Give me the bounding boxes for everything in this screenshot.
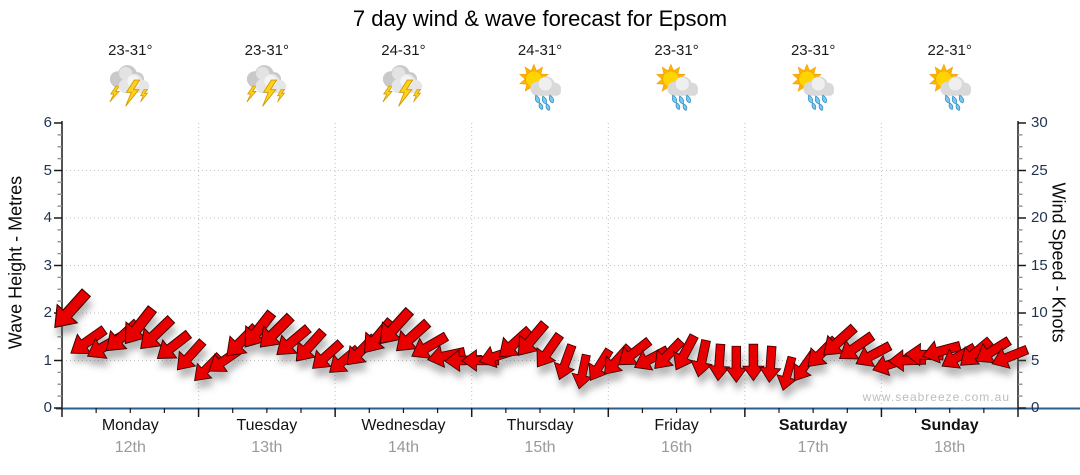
left-axis-title: Wave Height - Metres bbox=[5, 175, 26, 350]
day-temperature: 23-31° bbox=[108, 42, 153, 59]
wind-arrow bbox=[690, 338, 713, 378]
wind-arrow bbox=[536, 331, 565, 368]
watermark: www.seabreeze.com.au bbox=[862, 390, 1010, 404]
wind-arrow bbox=[741, 343, 765, 382]
wind-arrow bbox=[654, 337, 686, 370]
wind-arrow bbox=[921, 340, 962, 364]
day-temperature: 22-31° bbox=[927, 42, 972, 59]
wind-arrow bbox=[887, 349, 927, 373]
wind-arrow bbox=[991, 344, 1030, 369]
wind-arrow bbox=[707, 343, 731, 382]
day-name: Monday bbox=[101, 417, 159, 434]
day-date: 14th bbox=[387, 439, 419, 456]
wind-arrow bbox=[54, 288, 92, 329]
day-date: 18th bbox=[934, 439, 966, 456]
wind-arrow bbox=[960, 336, 994, 366]
right-axis-title: Wind Speed - Knots bbox=[1048, 182, 1069, 343]
right-tick-label: 20 bbox=[1031, 209, 1048, 226]
wind-arrow bbox=[295, 327, 327, 362]
day-name: Thursday bbox=[506, 417, 574, 434]
right-tick-label: 30 bbox=[1031, 114, 1048, 131]
left-tick-label: 0 bbox=[43, 399, 52, 416]
wind-arrow bbox=[140, 314, 176, 350]
left-tick-label: 6 bbox=[43, 114, 52, 131]
wind-arrow bbox=[156, 329, 193, 359]
day-date: 15th bbox=[524, 439, 556, 456]
wind-arrow bbox=[725, 345, 748, 384]
day-name: Tuesday bbox=[236, 417, 298, 434]
day-temperature: 23-31° bbox=[244, 42, 290, 59]
wind-arrow bbox=[838, 331, 876, 360]
wind-arrow bbox=[312, 339, 345, 369]
wind-arrow bbox=[855, 341, 893, 367]
right-tick-label: 25 bbox=[1031, 161, 1048, 179]
wind-arrow bbox=[553, 343, 577, 381]
day-temperature: 24-31° bbox=[517, 42, 563, 59]
wind-arrow bbox=[176, 338, 207, 371]
left-tick-label: 3 bbox=[43, 256, 52, 274]
wind-arrow bbox=[758, 345, 782, 384]
day-name: Friday bbox=[654, 417, 699, 434]
day-temperature: 24-31° bbox=[381, 42, 426, 59]
wind-arrow bbox=[276, 324, 312, 356]
right-tick-label: 15 bbox=[1031, 256, 1048, 274]
left-tick-label: 4 bbox=[43, 209, 52, 226]
right-tick-label: 5 bbox=[1031, 351, 1040, 369]
day-temperature: 23-31° bbox=[654, 42, 699, 59]
wind-arrows bbox=[54, 288, 1030, 391]
left-tick-label: 1 bbox=[43, 351, 52, 369]
day-date: 17th bbox=[797, 439, 829, 456]
day-name: Wednesday bbox=[361, 417, 446, 434]
day-temperature: 23-31° bbox=[790, 42, 836, 59]
day-date: 12th bbox=[114, 439, 146, 456]
day-date: 16th bbox=[660, 439, 693, 456]
day-date: 13th bbox=[251, 439, 283, 456]
axes bbox=[54, 121, 1080, 417]
left-tick-label: 5 bbox=[43, 161, 52, 179]
day-name: Saturday bbox=[778, 417, 848, 434]
right-tick-label: 0 bbox=[1031, 399, 1040, 416]
wind-arrow bbox=[426, 345, 466, 369]
left-tick-label: 2 bbox=[43, 304, 52, 321]
day-name: Sunday bbox=[920, 417, 979, 434]
right-tick-label: 10 bbox=[1031, 304, 1048, 321]
chart-title: 7 day wind & wave forecast for Epsom bbox=[352, 6, 728, 31]
